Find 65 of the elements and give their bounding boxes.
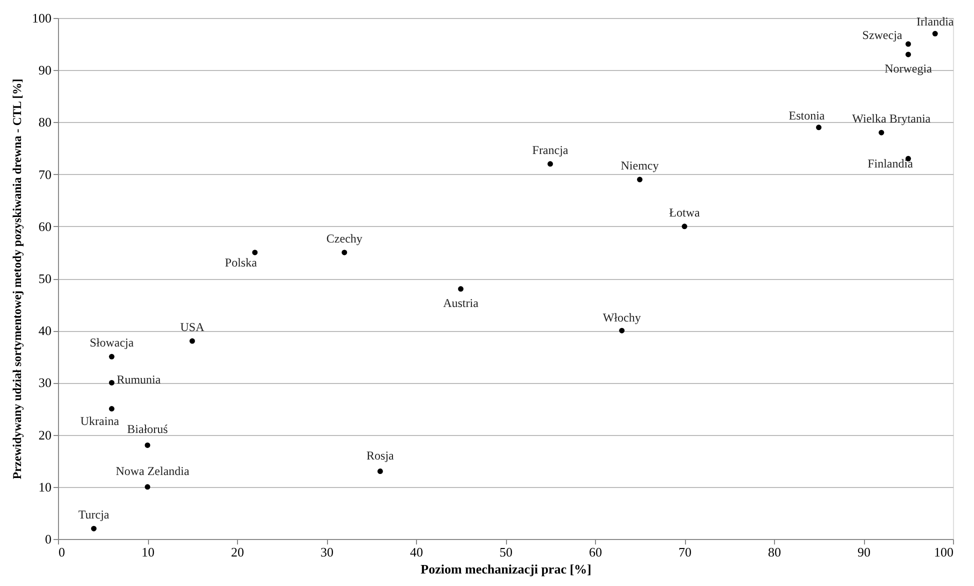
point — [377, 468, 383, 474]
annotation: Czechy — [326, 231, 362, 246]
annotation: Niemcy — [620, 158, 659, 173]
point — [816, 124, 822, 130]
point — [91, 526, 97, 532]
y-axis-title: Przewidywany udział sortymentowej metody pozyskiwania drewna - CTL [%] — [10, 78, 24, 480]
y-tick-label: 30 — [38, 375, 52, 390]
point — [637, 176, 642, 182]
point — [108, 354, 114, 360]
point — [252, 250, 258, 256]
point — [342, 250, 348, 256]
annotation: Irlandia — [916, 14, 954, 29]
annotation: Łotwa — [669, 205, 700, 220]
x-tick-label: 100 — [934, 544, 954, 560]
annotation: Turcja — [78, 508, 110, 522]
point — [906, 52, 911, 58]
point — [190, 338, 195, 344]
y-tick-label: 100 — [32, 10, 52, 26]
y-tick-label: 90 — [38, 62, 52, 78]
annotation: Estonia — [788, 108, 826, 122]
annotation: Finlandia — [868, 156, 914, 171]
y-tick-label: 20 — [38, 427, 52, 442]
x-tick-label: 90 — [858, 544, 870, 560]
x-axis-title: Poziom mechanizacji prac [%] — [420, 562, 592, 576]
annotation: USA — [180, 320, 205, 334]
point — [108, 406, 114, 412]
x-tick-label: 0 — [58, 544, 65, 560]
annotation: Nowa Zelandia — [116, 464, 190, 478]
y-tick-label: 50 — [38, 271, 52, 286]
annotation: Włochy — [602, 310, 641, 325]
point — [108, 380, 114, 386]
annotation: Austria — [443, 296, 480, 310]
annotation: Polska — [224, 255, 258, 270]
annotation: Norwegia — [884, 61, 933, 76]
y-tick-label: 60 — [38, 218, 52, 234]
y-tick-label: 0 — [45, 532, 52, 546]
point — [932, 30, 938, 36]
y-tick-label: 80 — [38, 114, 52, 130]
annotation: Słowacja — [90, 336, 134, 350]
point — [144, 442, 150, 448]
x-tick-label: 40 — [410, 544, 423, 560]
annotation: Francja — [532, 142, 569, 157]
annotation: Szwecja — [862, 28, 903, 42]
x-tick-label: 80 — [768, 544, 781, 560]
x-tick-label: 60 — [589, 544, 602, 560]
point — [619, 328, 625, 334]
annotation: Ukraina — [80, 414, 120, 428]
point — [548, 161, 553, 167]
annotation: Wielka Brytania — [852, 112, 932, 126]
annotation: Białoruś — [127, 422, 168, 436]
point — [878, 130, 884, 136]
point — [458, 286, 464, 292]
point — [906, 41, 911, 47]
y-tick-label: 40 — [38, 323, 52, 338]
y-tick-label: 10 — [38, 479, 52, 494]
y-tick-label: 70 — [38, 166, 52, 182]
x-tick-label: 20 — [231, 544, 244, 560]
annotation: Rosja — [366, 448, 395, 462]
x-tick-label: 50 — [500, 544, 512, 560]
x-tick-label: 70 — [678, 544, 692, 560]
x-tick-label: 10 — [142, 544, 154, 560]
point — [682, 224, 688, 230]
point — [144, 484, 150, 490]
x-tick-label: 30 — [320, 544, 334, 560]
annotation: Rumunia — [116, 372, 162, 387]
